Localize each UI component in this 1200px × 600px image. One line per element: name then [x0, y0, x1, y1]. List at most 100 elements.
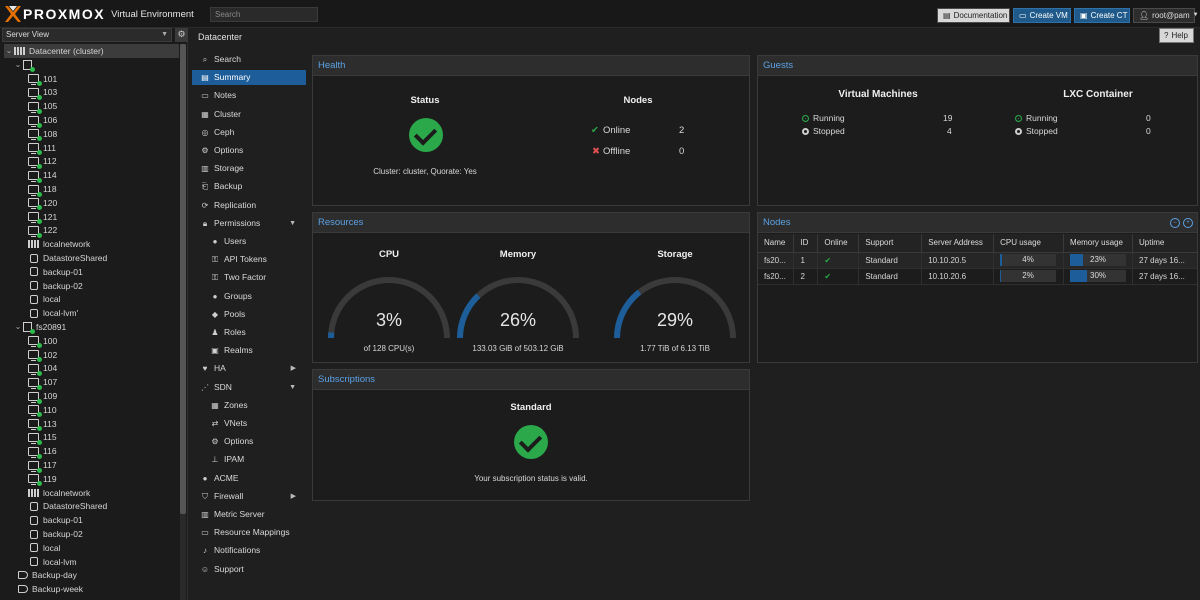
tree-item[interactable]: 121	[28, 210, 57, 225]
column-header[interactable]: Support	[858, 234, 923, 253]
expand-icon[interactable]: +	[1183, 218, 1193, 228]
tree-item[interactable]: 114	[28, 168, 57, 183]
documentation-button[interactable]: ▤ Documentation	[937, 8, 1010, 23]
menu-item-metric-server[interactable]: ▥ Metric Server	[192, 507, 306, 522]
menu-item-summary[interactable]: ▤ Summary	[192, 70, 306, 86]
user-menu-button[interactable]: 👤︎ root@pam ▼	[1133, 8, 1199, 23]
chevron-right-icon[interactable]: ▶	[290, 492, 296, 500]
tree-item[interactable]: 116	[28, 444, 57, 459]
menu-item-resource-mappings[interactable]: ▭ Resource Mappings	[192, 525, 306, 540]
menu-item-replication[interactable]: ⟳ Replication	[192, 198, 306, 213]
tree-item[interactable]: local-lvm'	[28, 306, 78, 320]
tree-item[interactable]: 119	[28, 472, 57, 487]
expand-toggle-icon[interactable]: ⌄	[14, 322, 22, 331]
tree-item[interactable]: 109	[28, 389, 57, 404]
column-header[interactable]: ID	[793, 234, 819, 253]
tree-item[interactable]: 106	[28, 113, 57, 128]
column-header[interactable]: CPU usage	[993, 234, 1065, 253]
tree-item[interactable]: ⌄ fs20891	[13, 320, 66, 334]
tree-item[interactable]: Backup-week	[18, 582, 83, 596]
menu-item-storage[interactable]: ▥ Storage	[192, 161, 306, 176]
menu-item-support[interactable]: ☺ Support	[192, 562, 306, 577]
menu-item-zones[interactable]: ▦ Zones	[192, 398, 306, 413]
tree-item[interactable]: Backup-day	[18, 568, 77, 582]
chevron-down-icon[interactable]: ▼	[289, 383, 296, 391]
tree-item[interactable]: backup-01	[28, 513, 83, 527]
menu-item-options[interactable]: ⚙ Options	[192, 434, 306, 449]
tree-item[interactable]: local	[28, 541, 60, 555]
create-vm-button[interactable]: ▭ Create VM	[1013, 8, 1071, 23]
tree-item[interactable]: 118	[28, 182, 57, 197]
tree-settings-gear-icon[interactable]: ⚙	[175, 28, 188, 42]
menu-item-ceph[interactable]: ◎ Ceph	[192, 125, 306, 140]
chevron-down-icon[interactable]: ▼	[289, 219, 296, 227]
menu-item-search[interactable]: ⌕ Search	[192, 52, 306, 67]
help-button[interactable]: ? Help	[1159, 28, 1194, 43]
collapse-icon[interactable]: −	[1170, 218, 1180, 228]
menu-item-vnets[interactable]: ⇄ VNets	[192, 416, 306, 431]
tree-item[interactable]: 107	[28, 375, 57, 390]
column-header[interactable]: Server Address	[921, 234, 995, 253]
menu-item-permissions[interactable]: 🔒︎ Permissions ▼	[192, 216, 306, 231]
tree-item[interactable]: 117	[28, 458, 57, 473]
create-ct-button[interactable]: ▣ Create CT	[1074, 8, 1130, 23]
menu-item-ipam[interactable]: ⊥ IPAM	[192, 452, 306, 467]
menu-item-sdn[interactable]: ⋰ SDN ▼	[192, 380, 306, 395]
tree-item[interactable]: 100	[28, 334, 57, 349]
menu-item-backup[interactable]: ⎗ Backup	[192, 179, 306, 194]
expand-toggle-icon[interactable]: ⌄	[14, 59, 22, 69]
tree-item[interactable]: ⌄ Datacenter (cluster)	[4, 44, 179, 58]
column-header[interactable]: Name	[758, 234, 795, 253]
online-check-icon: ✔	[817, 252, 860, 269]
menu-item-pools[interactable]: ◆ Pools	[192, 307, 306, 322]
menu-item-users[interactable]: ● Users	[192, 234, 306, 249]
tree-item[interactable]: 115	[28, 430, 57, 445]
column-header[interactable]: Memory usage	[1063, 234, 1133, 253]
tree-item[interactable]: 111	[28, 141, 56, 156]
tree-item[interactable]: backup-02	[28, 279, 83, 293]
menu-item-two-factor[interactable]: ⚿ Two Factor	[192, 270, 306, 285]
tree-item[interactable]: 108	[28, 127, 57, 142]
tree-item[interactable]: 102	[28, 348, 57, 363]
tree-scrollbar[interactable]	[180, 44, 186, 600]
table-row[interactable]: fs20... 2 ✔ Standard 10.10.20.6 2% 30% 27 days …	[758, 268, 1197, 285]
tree-item[interactable]: localnetwork	[28, 486, 90, 500]
menu-item-firewall[interactable]: ⛉ Firewall ▶	[192, 489, 306, 504]
menu-item-acme[interactable]: ● ACME	[192, 471, 306, 486]
column-header[interactable]: Online	[817, 234, 860, 253]
menu-item-api-tokens[interactable]: ⚿ API Tokens	[192, 252, 306, 267]
view-selector[interactable]: Server View ▼	[2, 28, 172, 42]
table-row[interactable]: fs20... 1 ✔ Standard 10.10.20.5 4% 23% 27 days …	[758, 252, 1197, 269]
column-header[interactable]: Uptime	[1132, 234, 1197, 253]
proxmox-logo[interactable]: PROXMOX Virtual Environment	[4, 5, 194, 23]
tree-item[interactable]: 112	[28, 154, 57, 169]
global-search-input[interactable]: Search	[210, 7, 318, 22]
menu-item-roles[interactable]: ♟ Roles	[192, 325, 306, 340]
tree-item[interactable]: 113	[28, 417, 57, 432]
tree-item[interactable]: 110	[28, 403, 57, 418]
scrollbar-thumb[interactable]	[180, 44, 186, 514]
tree-item[interactable]: 105	[28, 99, 57, 114]
tree-item[interactable]: backup-02	[28, 527, 83, 541]
menu-item-groups[interactable]: ● Groups	[192, 289, 306, 304]
menu-item-options[interactable]: ⚙ Options	[192, 143, 306, 158]
menu-item-cluster[interactable]: ▦ Cluster	[192, 107, 306, 122]
menu-item-ha[interactable]: ♥ HA ▶	[192, 361, 306, 376]
tree-item[interactable]: DatastoreShared	[28, 251, 107, 265]
expand-toggle-icon[interactable]: ⌄	[5, 46, 13, 55]
tree-item[interactable]: 122	[28, 223, 57, 238]
tree-item[interactable]: local-lvm	[28, 555, 77, 569]
tree-item[interactable]: 103	[28, 85, 57, 100]
tree-item[interactable]: localnetwork	[28, 237, 90, 251]
tree-item[interactable]: local	[28, 292, 60, 306]
chevron-right-icon[interactable]: ▶	[290, 365, 296, 373]
tree-item[interactable]: 104	[28, 361, 57, 376]
menu-item-notifications[interactable]: ♪ Notifications	[192, 543, 306, 558]
tree-item[interactable]: ⌄	[13, 58, 36, 72]
tree-item[interactable]: backup-01	[28, 265, 83, 279]
tree-item[interactable]: 101	[28, 72, 57, 87]
menu-item-realms[interactable]: ▣ Realms	[192, 343, 306, 358]
tree-item[interactable]: 120	[28, 196, 57, 211]
tree-item[interactable]: DatastoreShared	[28, 499, 107, 513]
menu-item-notes[interactable]: ▭ Notes	[192, 88, 306, 103]
